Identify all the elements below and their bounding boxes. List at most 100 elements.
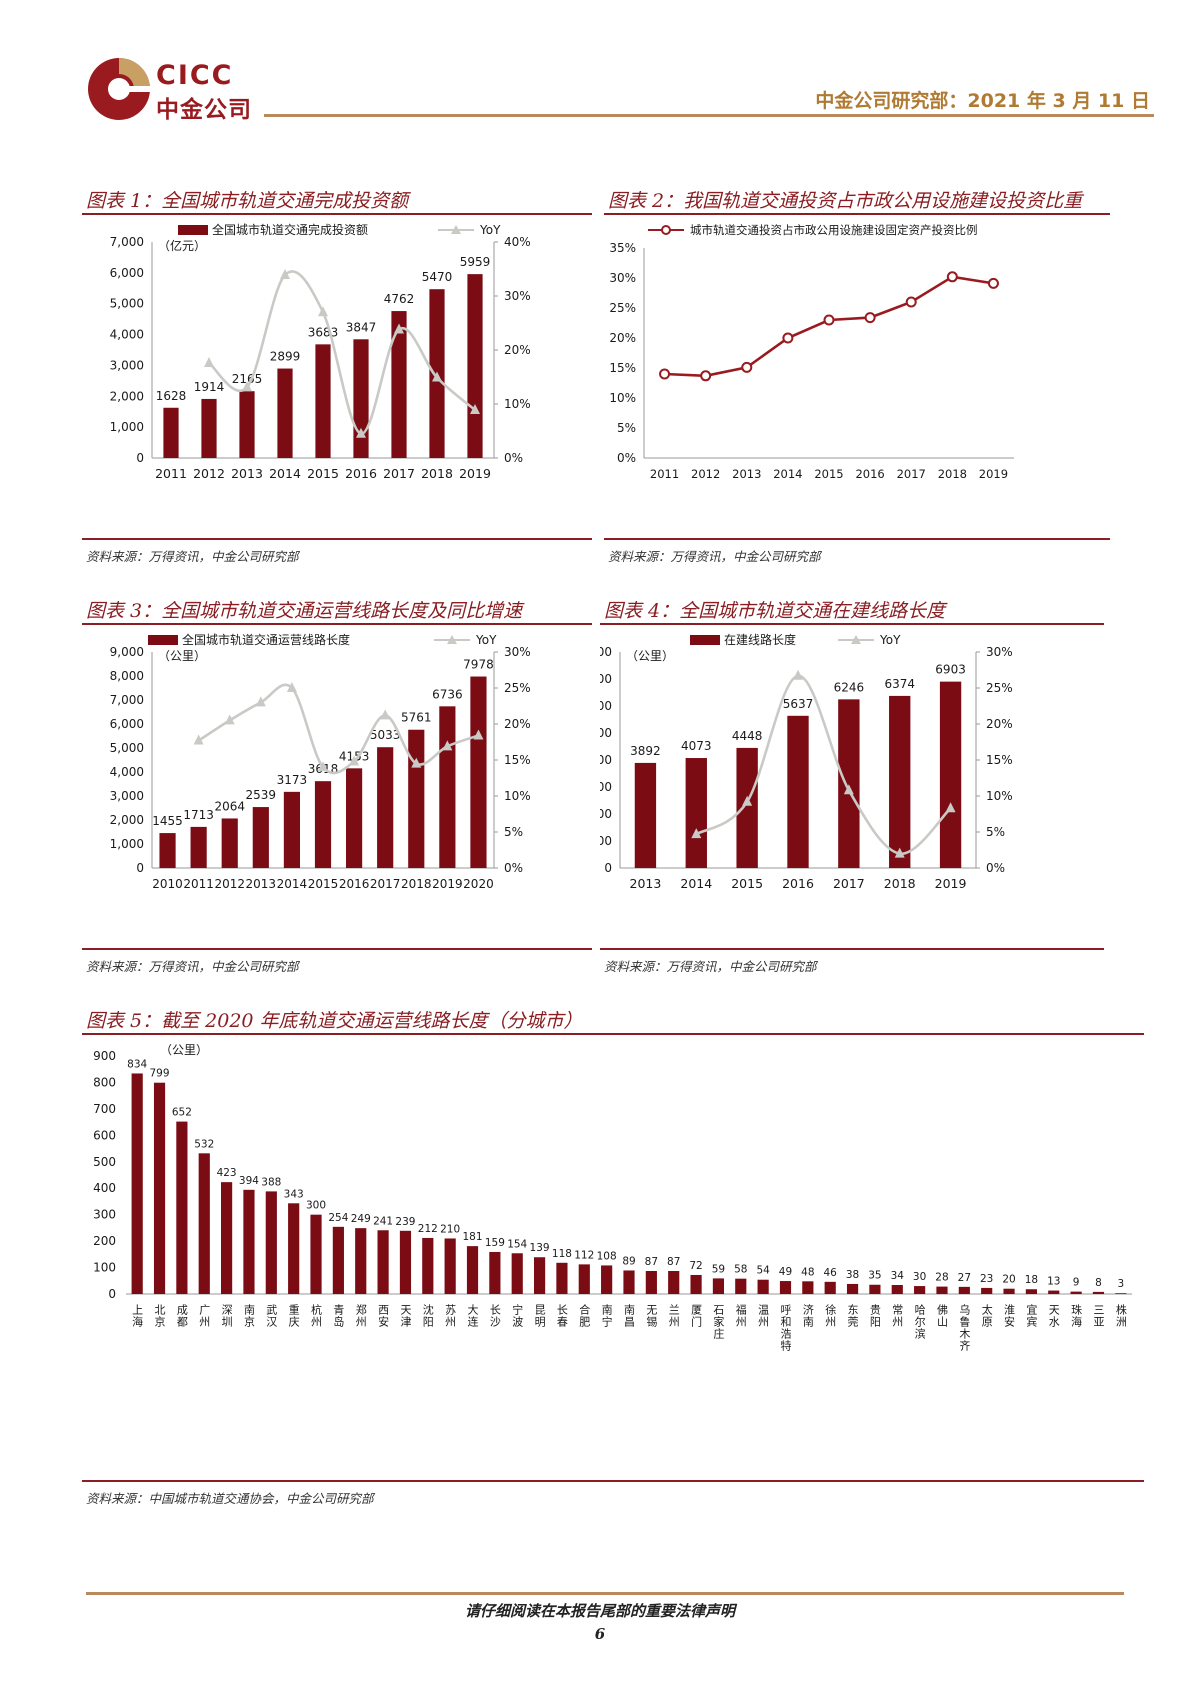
city-bar-value: 249: [351, 1213, 371, 1225]
city-bar: [176, 1121, 188, 1294]
x-tick-label: 2015: [814, 467, 843, 481]
bar: [408, 729, 425, 868]
x-tick-label: 2018: [421, 466, 453, 481]
figure-1-chart: 0 1,000 2,000 3,000 4,000 5,000 6,000 7,000 0% 10…: [110, 222, 531, 481]
city-bar-value: 139: [530, 1242, 550, 1254]
legend-marker: [661, 225, 671, 235]
x-tick-label: 2011: [183, 877, 214, 891]
city-bar: [131, 1073, 143, 1294]
city-bar: [914, 1286, 926, 1294]
bar: [283, 791, 300, 868]
city-bar-value: 27: [958, 1272, 971, 1284]
figure-5-title: 图表 5：截至 2020 年底轨道交通运营线路长度（分城市）: [86, 1010, 583, 1032]
header-rule: [264, 114, 1154, 117]
y-left-tick-label: 3000: [600, 780, 612, 794]
bar: [838, 699, 860, 868]
city-label: 厦门: [690, 1304, 703, 1328]
y-tick-label: 200: [93, 1234, 116, 1248]
bar-value-label: 3847: [346, 320, 377, 334]
city-bar: [243, 1189, 255, 1294]
city-bar: [265, 1191, 277, 1294]
city-bar-value: 49: [779, 1266, 792, 1278]
brand-cn: 中金公司: [156, 97, 252, 123]
x-tick-label: 2018: [938, 467, 967, 481]
figure-4-title: 图表 4：全国城市轨道交通在建线路长度: [604, 600, 946, 622]
city-bar-value: 108: [597, 1250, 617, 1262]
x-tick-label: 2014: [277, 877, 308, 891]
city-label: 徐州: [824, 1303, 837, 1328]
figure-4-top-rule: [600, 623, 1104, 625]
bar: [239, 391, 255, 458]
yoy-marker: [394, 323, 404, 334]
city-bar: [153, 1082, 166, 1294]
yoy-marker: [255, 696, 266, 707]
city-bar: [981, 1287, 993, 1294]
x-tick-label: 2018: [884, 876, 916, 891]
bar: [467, 274, 483, 458]
y-tick-label: 900: [93, 1049, 116, 1063]
city-bar-value: 48: [801, 1266, 814, 1278]
y-left-tick-label: 6,000: [110, 266, 144, 280]
ratio-line: [664, 275, 994, 378]
city-bar-value: 241: [373, 1215, 393, 1227]
city-label: 天水: [1047, 1304, 1060, 1328]
y-right-tick-label: 0%: [504, 861, 523, 875]
y-tick-label: 35%: [609, 241, 636, 255]
x-tick-label: 2011: [650, 467, 679, 481]
city-label: 福州: [734, 1303, 747, 1328]
figure-5-bottom-rule: [82, 1480, 1144, 1482]
x-tick-label: 2017: [833, 876, 865, 891]
bar: [889, 695, 911, 868]
y-right-tick-label: 5%: [504, 825, 523, 839]
figure-3-bottom-rule: [82, 948, 592, 950]
city-bar: [533, 1257, 546, 1294]
y-left-tick-label: 7000: [600, 672, 612, 686]
city-bar: [1070, 1291, 1082, 1294]
y-left-tick-label: 8000: [600, 645, 612, 659]
city-label: 贵阳: [868, 1304, 881, 1328]
x-tick-label: 2019: [432, 877, 463, 891]
yoy-marker: [242, 381, 252, 392]
y-right-tick-label: 30%: [986, 645, 1013, 659]
y-right-tick-label: 15%: [986, 753, 1013, 767]
bar-value-label: 5761: [401, 711, 432, 725]
bar-value-label: 4448: [732, 729, 763, 743]
x-tick-label: 2013: [231, 466, 263, 481]
y-right-tick-label: 0%: [504, 451, 523, 465]
city-bar-value: 834: [127, 1058, 147, 1070]
yoy-line: [208, 270, 476, 435]
city-label: 合肥: [578, 1303, 591, 1328]
figure-1-top-rule: [82, 213, 592, 215]
y-left-tick-label: 5,000: [110, 741, 144, 755]
city-bar-value: 154: [507, 1238, 527, 1250]
x-tick-label: 2019: [459, 466, 491, 481]
city-bar: [779, 1281, 792, 1294]
yoy-marker: [691, 828, 702, 839]
x-tick-label: 2018: [401, 877, 432, 891]
y-left-tick-label: 3,000: [110, 358, 144, 372]
y-tick-label: 0: [108, 1287, 116, 1301]
legend-bar-swatch: [690, 635, 720, 645]
x-tick-label: 2012: [691, 467, 720, 481]
city-bar-value: 89: [622, 1255, 635, 1267]
y-tick-label: 500: [93, 1155, 116, 1169]
city-bar: [601, 1265, 613, 1294]
bar: [939, 681, 962, 868]
city-bar-value: 300: [306, 1200, 326, 1212]
city-label: 株洲: [1114, 1303, 1127, 1328]
figure-4-bottom-rule: [600, 948, 1104, 950]
city-label: 西安: [377, 1304, 390, 1328]
city-bar-value: 254: [328, 1212, 348, 1224]
bar: [685, 758, 707, 868]
city-label: 成都: [175, 1304, 188, 1328]
bar-value-label: 4762: [384, 292, 415, 306]
legend-yoy-label: YoY: [879, 633, 901, 647]
yoy-marker: [742, 795, 753, 806]
x-tick-label: 2016: [339, 877, 370, 891]
y-right-tick-label: 20%: [986, 717, 1013, 731]
x-tick-label: 2013: [246, 877, 277, 891]
x-tick-label: 2017: [370, 877, 401, 891]
y-left-tick-label: 7,000: [110, 693, 144, 707]
city-label: 珠海: [1070, 1303, 1083, 1328]
